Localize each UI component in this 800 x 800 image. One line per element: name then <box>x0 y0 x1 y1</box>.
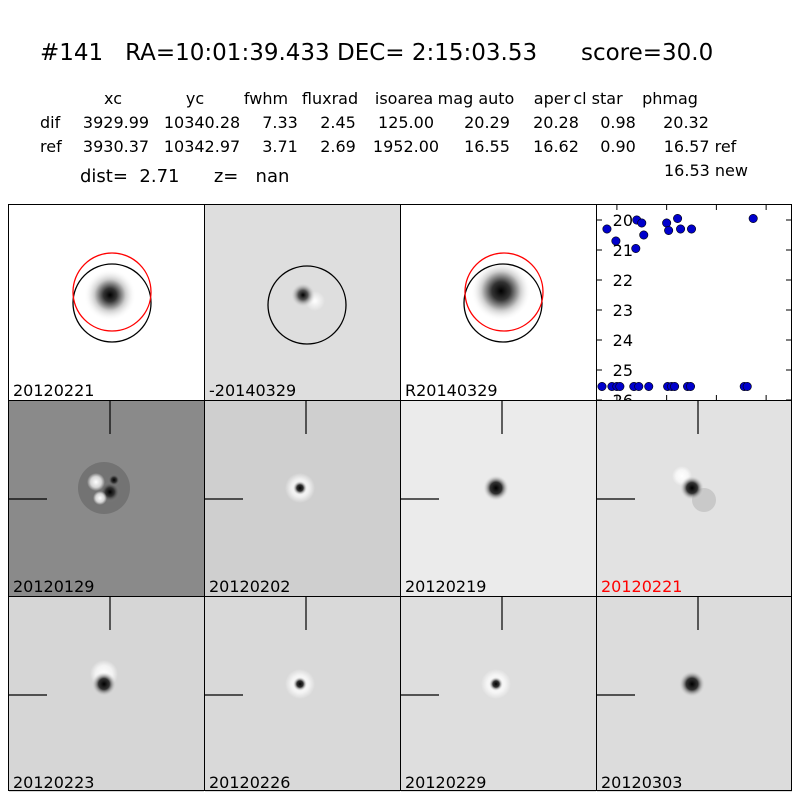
table-cell: 10342.97 <box>163 137 241 156</box>
data-point <box>662 218 672 228</box>
table-cell: 0.98 <box>600 113 636 132</box>
epoch-stamp-panel: 20120202 <box>205 401 400 596</box>
z-label: z= <box>213 166 239 187</box>
epoch-label: 20120202 <box>209 577 291 596</box>
grid-divider <box>204 204 205 791</box>
data-point <box>664 225 674 235</box>
epoch-stamp-panel: 20120221 <box>597 401 792 596</box>
column-header: fluxrad <box>301 89 359 108</box>
dist-line: dist= 2.71 z= nan <box>80 166 289 187</box>
table-cell: 16.55 <box>464 137 510 156</box>
page-title: #141 RA=10:01:39.433 DEC= 2:15:03.53 sco… <box>40 40 714 66</box>
table-cell: 7.33 <box>262 113 298 132</box>
table-cell: 20.32 <box>663 113 709 132</box>
data-point <box>602 224 612 234</box>
y-tick-label: 24 <box>613 331 633 350</box>
stamp-image <box>9 401 130 514</box>
grid-divider <box>596 204 597 791</box>
data-point <box>634 382 644 392</box>
epoch-stamp-panel: 20120129 <box>9 401 204 596</box>
epoch-stamp-panel: 20120223 <box>9 597 204 792</box>
dist-value: 2.71 <box>139 166 180 187</box>
epoch-stamp-panel: 20120303 <box>597 597 792 792</box>
table-cell: 3929.99 <box>82 113 150 132</box>
stamp-image <box>205 401 315 503</box>
data-point <box>748 214 758 223</box>
table-cell: 3.71 <box>262 137 298 156</box>
data-point <box>687 224 697 234</box>
epoch-label: 20120219 <box>405 577 487 596</box>
table-cell: 2.45 <box>320 113 356 132</box>
data-point <box>676 224 686 234</box>
mag-scatter-panel: 20212223242526-50050100 <box>597 205 791 422</box>
stamp-panel-ref-2: R20140329 <box>401 205 596 400</box>
z-value: nan <box>255 166 290 187</box>
column-header: phmag <box>642 89 698 108</box>
table-cell: 0.90 <box>600 137 636 156</box>
table-cell: 16.57 ref <box>663 137 737 156</box>
epoch-stamp-panel: 20120226 <box>205 597 400 792</box>
table-cell: 3930.37 <box>82 137 150 156</box>
data-point <box>631 243 641 253</box>
dist-label: dist= <box>80 166 128 187</box>
table-cell: 10340.28 <box>163 113 241 132</box>
epoch-label: 20120229 <box>405 773 487 792</box>
stamp-label: R20140329 <box>405 381 498 400</box>
new-mag-label: 16.53 new <box>664 161 748 180</box>
epoch-label: 20120303 <box>601 773 683 792</box>
y-tick-label: 21 <box>613 241 633 260</box>
epoch-label: 20120221 <box>601 577 683 596</box>
table-cell: 16.62 <box>533 137 579 156</box>
table-cell: 125.00 <box>378 113 434 132</box>
table-cell: 2.69 <box>320 137 356 156</box>
grid-divider <box>8 596 792 597</box>
epoch-label: 20120223 <box>13 773 95 792</box>
column-header: fwhm <box>243 89 289 108</box>
column-header: xc <box>104 89 122 108</box>
mag-scatter-plot: 20212223242526-50050100 <box>597 205 791 422</box>
data-point <box>639 230 649 240</box>
stamp-panel-diff: -20140329 <box>205 205 400 400</box>
stamp-image <box>205 597 315 699</box>
stamp-image <box>401 597 511 699</box>
data-point <box>670 382 680 392</box>
data-point <box>686 382 696 392</box>
data-point <box>673 214 683 223</box>
data-point <box>611 236 621 246</box>
epoch-label: 20120129 <box>13 577 95 596</box>
grid-divider <box>400 204 401 791</box>
column-header: aper <box>533 89 571 108</box>
stamp-label: -20140329 <box>209 381 297 400</box>
y-tick-label: 25 <box>613 361 633 380</box>
stamp-image <box>401 401 509 501</box>
stamp-panel-ref: 20120221 <box>9 205 204 400</box>
column-header: mag auto <box>437 89 515 108</box>
epoch-stamp-panel: 20120229 <box>401 597 596 792</box>
stamp-image <box>597 401 716 512</box>
column-header: cl star <box>573 89 623 108</box>
data-point <box>597 382 607 392</box>
stamp-image <box>597 597 705 697</box>
data-point <box>615 382 625 392</box>
row-label: dif <box>40 113 61 132</box>
data-point <box>644 382 654 392</box>
data-point <box>742 382 752 392</box>
y-tick-label: 20 <box>613 211 633 230</box>
table-cell: 20.28 <box>533 113 579 132</box>
table-cell: 20.29 <box>464 113 510 132</box>
stamp-image <box>9 597 118 696</box>
column-header: isoarea <box>374 89 434 108</box>
column-header: yc <box>185 89 205 108</box>
epoch-label: 20120226 <box>209 773 291 792</box>
y-tick-label: 22 <box>613 271 633 290</box>
data-point <box>637 218 647 228</box>
table-cell: 1952.00 <box>372 137 440 156</box>
grid-divider <box>8 400 792 401</box>
epoch-stamp-panel: 20120219 <box>401 401 596 596</box>
y-tick-label: 23 <box>613 301 633 320</box>
row-label: ref <box>40 137 62 156</box>
stamp-label: 20120221 <box>13 381 95 400</box>
